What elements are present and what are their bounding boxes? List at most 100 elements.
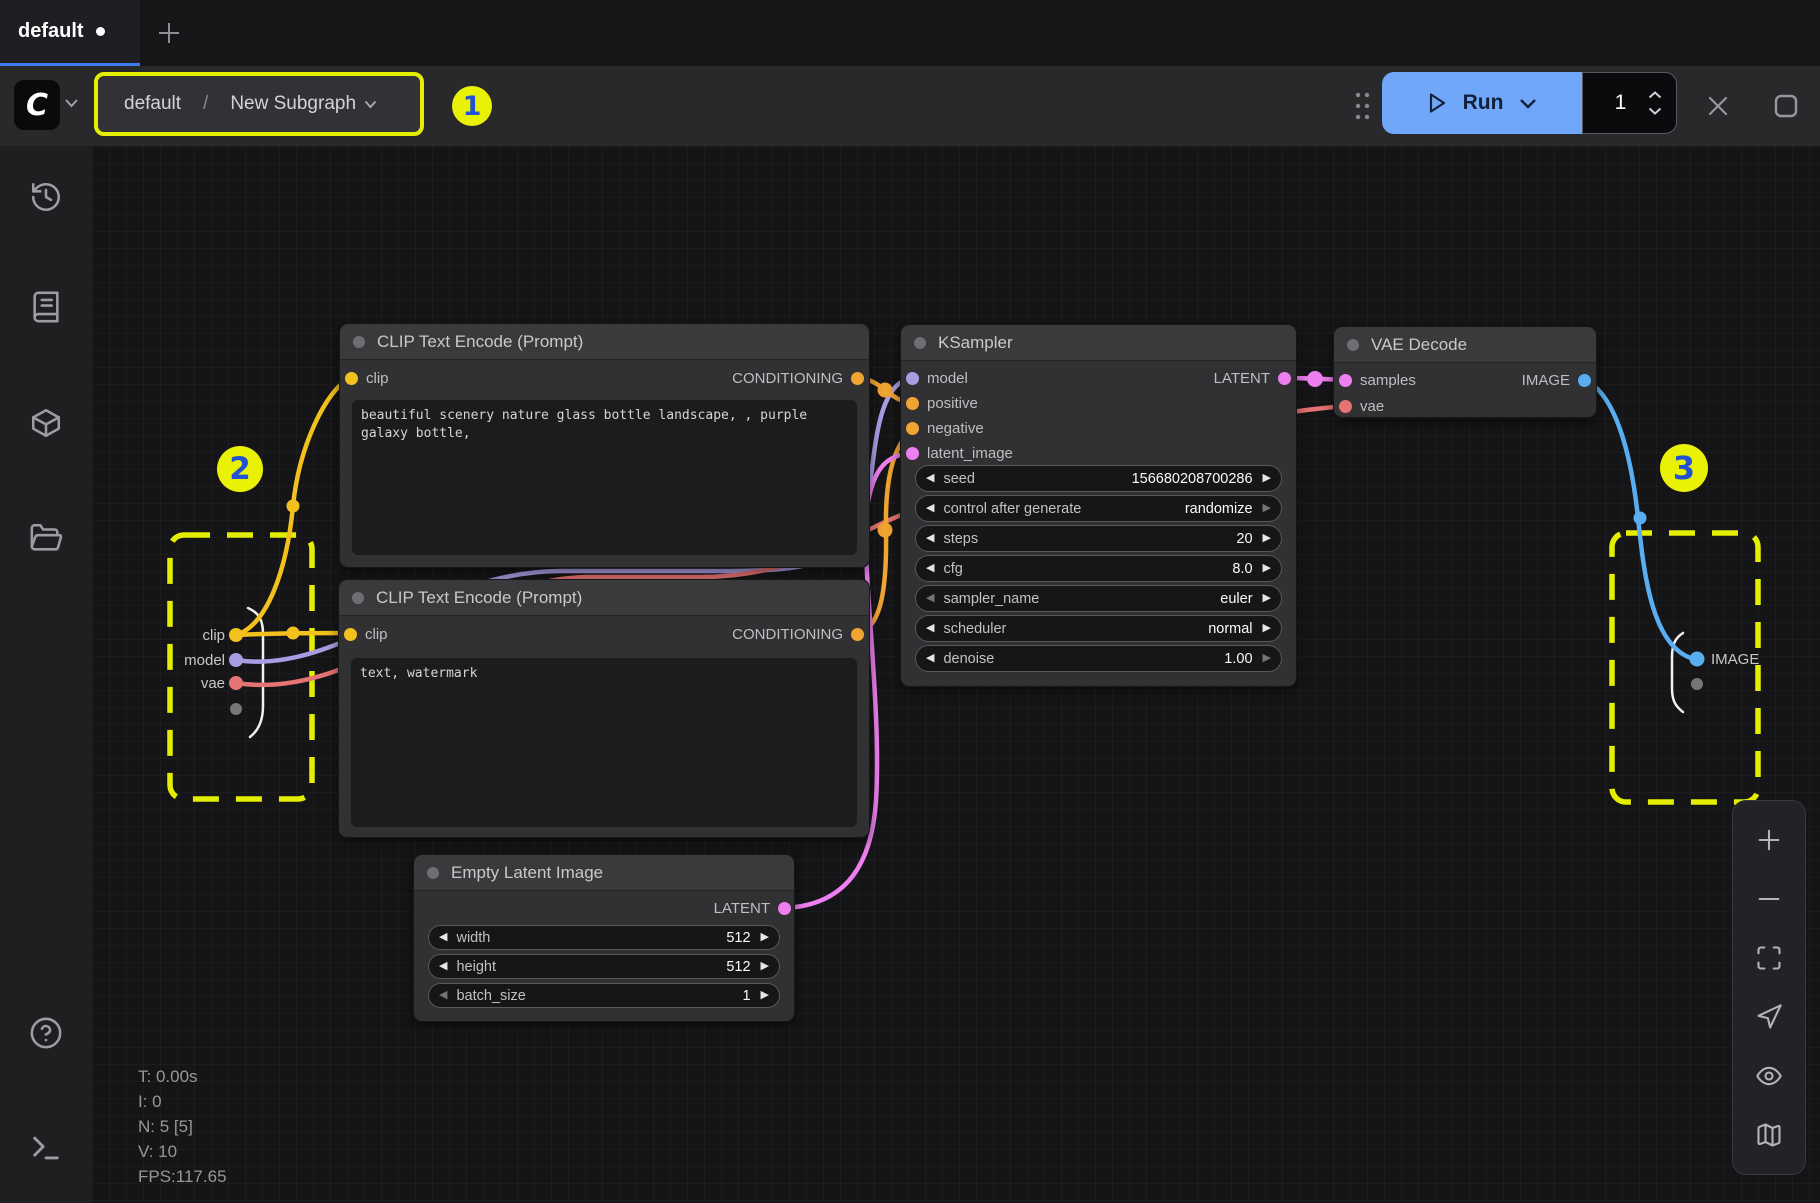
increment-arrow-icon[interactable]: ▶	[1262, 622, 1271, 634]
output-slot-latent[interactable]	[1278, 372, 1291, 385]
node-clip-text-encode-negative[interactable]: CLIP Text Encode (Prompt) clip CONDITION…	[338, 579, 870, 838]
widget-value: euler	[1220, 590, 1253, 607]
node-title-bar[interactable]: Empty Latent Image	[414, 855, 794, 891]
node-title-bar[interactable]: CLIP Text Encode (Prompt)	[340, 324, 869, 360]
output-slot-latent[interactable]	[778, 902, 791, 915]
input-slot-model[interactable]	[906, 372, 919, 385]
input-slot-label: negative	[927, 420, 984, 437]
output-slot-label: CONDITIONING	[732, 370, 843, 387]
output-slot-conditioning[interactable]	[851, 372, 864, 385]
fit-view-button[interactable]	[1754, 943, 1784, 973]
app-menu-button[interactable]: C	[14, 80, 60, 130]
new-workflow-button[interactable]	[148, 12, 190, 54]
decrement-arrow-icon[interactable]: ◀	[926, 532, 935, 544]
zoom-in-button[interactable]	[1754, 825, 1784, 855]
subgraph-input-label-clip: clip	[202, 627, 225, 644]
widget-scheduler[interactable]: ◀ scheduler normal ▶	[915, 615, 1282, 642]
widget-width[interactable]: ◀ width 512 ▶	[428, 925, 780, 950]
output-slot-image[interactable]	[1578, 374, 1591, 387]
breadcrumb-root[interactable]: default	[124, 93, 182, 114]
node-vae-decode[interactable]: VAE Decode samples vae IMAGE	[1333, 326, 1597, 418]
sidebar-item-queue-history[interactable]	[29, 180, 63, 214]
input-slot-negative[interactable]	[906, 422, 919, 435]
widget-batch-size[interactable]: ◀ batch_size 1 ▶	[428, 983, 780, 1008]
widget-seed[interactable]: ◀ seed 156680208700286 ▶	[915, 465, 1282, 492]
widget-value: 1.00	[1224, 650, 1253, 667]
widget-steps[interactable]: ◀ steps 20 ▶	[915, 525, 1282, 552]
decrement-arrow-icon[interactable]: ◀	[926, 502, 935, 514]
decrement-arrow-icon[interactable]: ◀	[926, 592, 935, 604]
prompt-textarea[interactable]: text, watermark	[351, 658, 857, 827]
node-title-bar[interactable]: VAE Decode	[1334, 327, 1596, 363]
node-clip-text-encode-positive[interactable]: CLIP Text Encode (Prompt) clip CONDITION…	[339, 323, 870, 568]
toggle-minimap-button[interactable]	[1754, 1120, 1784, 1150]
decrement-arrow-icon[interactable]: ◀	[439, 960, 448, 972]
widget-control-after-generate[interactable]: ◀ control after generate randomize ▶	[915, 495, 1282, 522]
chevron-up-icon[interactable]	[1648, 91, 1662, 99]
input-slot-clip[interactable]	[345, 372, 358, 385]
stop-button[interactable]	[1770, 90, 1802, 122]
widget-sampler-name[interactable]: ◀ sampler_name euler ▶	[915, 585, 1282, 612]
canvas-stats: T: 0.00s I: 0 N: 5 [5] V: 10 FPS:117.65	[138, 1064, 227, 1189]
widget-cfg[interactable]: ◀ cfg 8.0 ▶	[915, 555, 1282, 582]
input-slot-vae[interactable]	[1339, 400, 1352, 413]
sidebar-item-terminal[interactable]	[29, 1131, 63, 1165]
chevron-down-icon[interactable]	[1648, 107, 1662, 115]
run-button[interactable]: Run	[1382, 72, 1582, 134]
increment-arrow-icon[interactable]: ▶	[760, 960, 769, 972]
decrement-arrow-icon[interactable]: ◀	[439, 931, 448, 943]
collapse-dot[interactable]	[352, 591, 364, 604]
collapse-dot[interactable]	[1347, 338, 1359, 351]
node-title: KSampler	[938, 332, 1013, 352]
widget-label: denoise	[943, 650, 995, 667]
input-slot-positive[interactable]	[906, 397, 919, 410]
input-slot-samples[interactable]	[1339, 374, 1352, 387]
prompt-textarea[interactable]: beautiful scenery nature glass bottle la…	[352, 400, 857, 555]
widget-height[interactable]: ◀ height 512 ▶	[428, 954, 780, 979]
collapse-dot[interactable]	[353, 335, 365, 348]
decrement-arrow-icon[interactable]: ◀	[439, 989, 448, 1001]
breadcrumb-current[interactable]: New Subgraph	[230, 93, 377, 115]
increment-arrow-icon[interactable]: ▶	[760, 989, 769, 1001]
input-slot-latent-image[interactable]	[906, 447, 919, 460]
batch-count-stepper[interactable]: 1	[1582, 72, 1677, 134]
increment-arrow-icon[interactable]: ▶	[1262, 652, 1271, 664]
app-menu-chevron[interactable]	[64, 98, 79, 108]
input-slot-clip[interactable]	[344, 628, 357, 641]
close-icon	[1708, 96, 1728, 116]
node-ksampler[interactable]: KSampler model positive negative latent_…	[900, 324, 1297, 687]
toggle-link-visibility-button[interactable]	[1754, 1061, 1784, 1091]
increment-arrow-icon[interactable]: ▶	[1262, 532, 1271, 544]
increment-arrow-icon[interactable]: ▶	[1262, 592, 1271, 604]
breadcrumb-current-label: New Subgraph	[230, 93, 357, 114]
interrupt-button[interactable]	[1702, 90, 1734, 122]
decrement-arrow-icon[interactable]: ◀	[926, 622, 935, 634]
increment-arrow-icon[interactable]: ▶	[1262, 502, 1271, 514]
increment-arrow-icon[interactable]: ▶	[1262, 472, 1271, 484]
increment-arrow-icon[interactable]: ▶	[1262, 562, 1271, 574]
increment-arrow-icon[interactable]: ▶	[760, 931, 769, 943]
workflow-tab-default[interactable]: default	[0, 0, 140, 66]
collapse-dot[interactable]	[427, 866, 439, 879]
sidebar-item-help[interactable]	[29, 1016, 63, 1050]
node-empty-latent-image[interactable]: Empty Latent Image LATENT ◀ width 512 ▶ …	[413, 854, 795, 1022]
sidebar-item-model-library[interactable]	[29, 406, 63, 440]
decrement-arrow-icon[interactable]: ◀	[926, 652, 935, 664]
batch-count-value[interactable]: 1	[1614, 91, 1627, 114]
sidebar-item-workflows[interactable]	[29, 290, 63, 324]
collapse-dot[interactable]	[914, 336, 926, 349]
decrement-arrow-icon[interactable]: ◀	[926, 562, 935, 574]
node-title: CLIP Text Encode (Prompt)	[377, 331, 584, 351]
decrement-arrow-icon[interactable]: ◀	[926, 472, 935, 484]
breadcrumb[interactable]: default / New Subgraph	[94, 72, 424, 136]
toolbar-drag-handle[interactable]	[1354, 90, 1372, 122]
output-slot-conditioning[interactable]	[851, 628, 864, 641]
sidebar-item-workflow-browser[interactable]	[29, 521, 63, 555]
widget-denoise[interactable]: ◀ denoise 1.00 ▶	[915, 645, 1282, 672]
node-title-bar[interactable]: KSampler	[901, 325, 1296, 361]
zoom-out-button[interactable]	[1754, 884, 1784, 914]
select-mode-button[interactable]	[1754, 1002, 1784, 1032]
workflow-tab-label: default	[18, 20, 84, 42]
node-title-bar[interactable]: CLIP Text Encode (Prompt)	[339, 580, 869, 616]
canvas-controls-panel	[1732, 800, 1806, 1175]
